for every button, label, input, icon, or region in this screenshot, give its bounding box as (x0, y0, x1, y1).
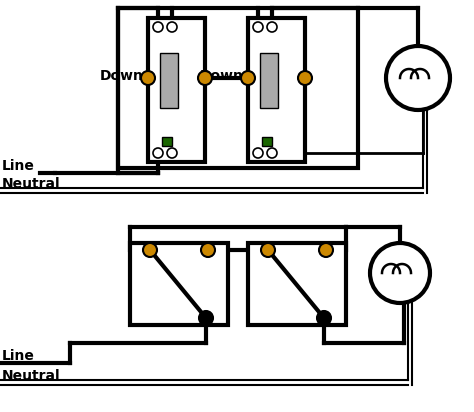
Circle shape (261, 243, 275, 257)
Circle shape (198, 71, 212, 85)
Circle shape (153, 22, 163, 32)
Bar (130, 243, 228, 325)
Bar (248, 243, 346, 325)
Text: Neutral: Neutral (2, 177, 61, 191)
Circle shape (153, 148, 163, 158)
Circle shape (241, 71, 255, 85)
Bar (160, 53, 178, 108)
Circle shape (298, 71, 312, 85)
Bar (148, 18, 205, 162)
Text: Line: Line (2, 159, 35, 173)
Circle shape (317, 311, 331, 325)
Circle shape (167, 148, 177, 158)
Text: Neutral: Neutral (2, 369, 61, 383)
Circle shape (319, 243, 333, 257)
Circle shape (267, 148, 277, 158)
Bar (262, 137, 272, 146)
Circle shape (141, 71, 155, 85)
Bar (162, 137, 172, 146)
Bar (248, 18, 305, 162)
Circle shape (267, 22, 277, 32)
Circle shape (143, 243, 157, 257)
Circle shape (167, 22, 177, 32)
Bar (260, 53, 278, 108)
Circle shape (370, 243, 430, 303)
Circle shape (199, 311, 213, 325)
Text: Down: Down (100, 69, 144, 83)
Circle shape (386, 46, 450, 110)
Circle shape (253, 148, 263, 158)
Circle shape (201, 243, 215, 257)
Text: Down: Down (200, 69, 244, 83)
Text: Line: Line (2, 349, 35, 363)
Circle shape (253, 22, 263, 32)
Bar (118, 8, 358, 168)
